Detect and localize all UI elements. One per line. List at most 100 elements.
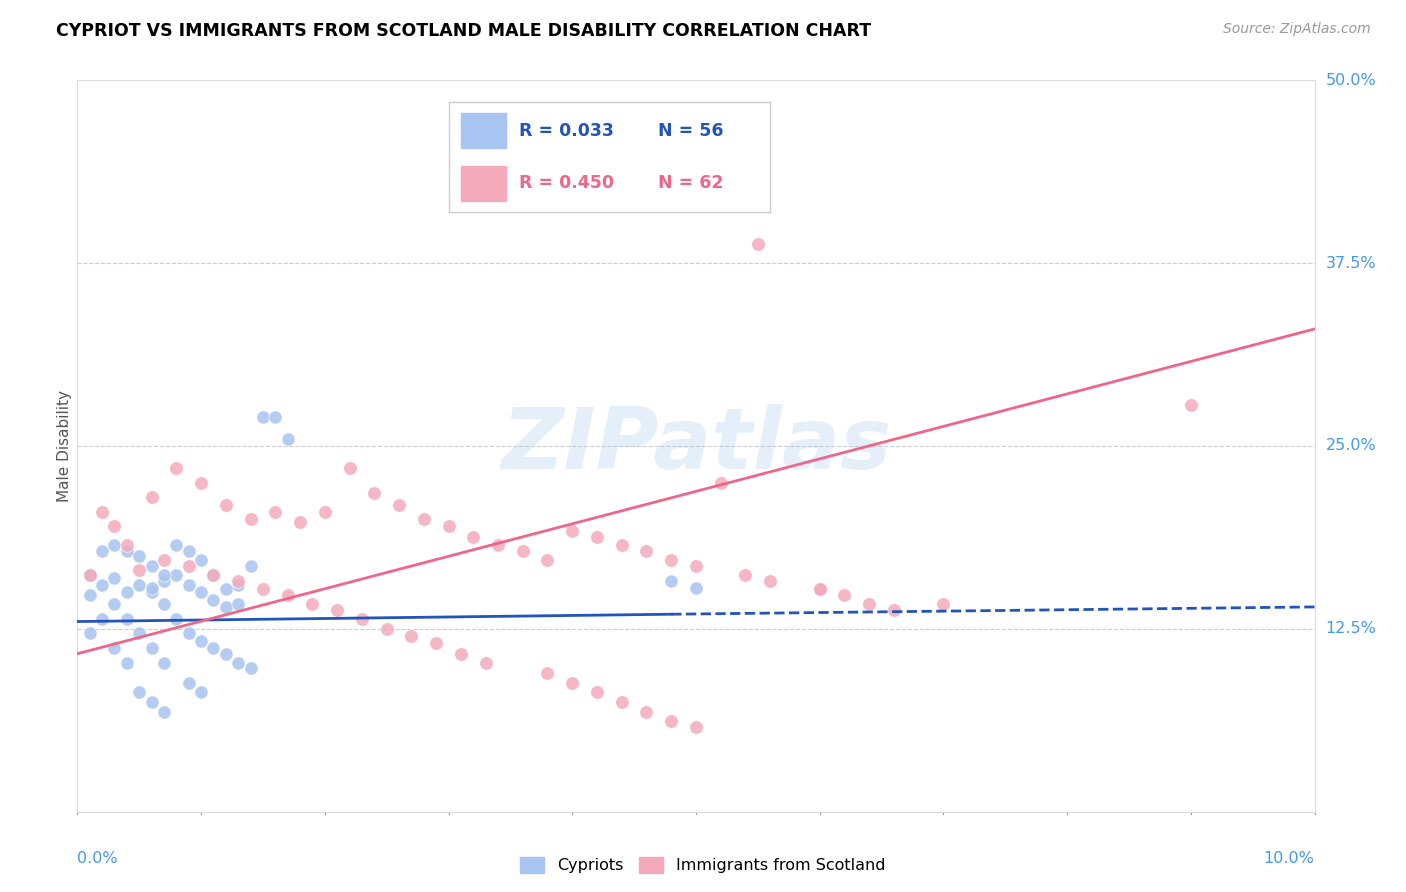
Point bbox=[277, 588, 299, 602]
Point bbox=[115, 656, 138, 670]
Point bbox=[141, 640, 163, 655]
Point bbox=[1180, 398, 1202, 412]
Point bbox=[375, 622, 398, 636]
Point bbox=[339, 461, 361, 475]
Point bbox=[536, 553, 558, 567]
Point bbox=[202, 592, 225, 607]
Point bbox=[388, 498, 411, 512]
Text: R = 0.450: R = 0.450 bbox=[519, 175, 614, 193]
Point bbox=[190, 633, 212, 648]
Point bbox=[239, 661, 262, 675]
Point bbox=[165, 539, 187, 553]
Bar bbox=[461, 166, 506, 201]
Text: 50.0%: 50.0% bbox=[1326, 73, 1376, 87]
Point bbox=[277, 432, 299, 446]
Point bbox=[437, 519, 460, 533]
Point bbox=[239, 558, 262, 573]
Point bbox=[685, 558, 707, 573]
Point bbox=[252, 409, 274, 424]
Point bbox=[128, 578, 150, 592]
Point bbox=[128, 685, 150, 699]
Point bbox=[685, 581, 707, 595]
Y-axis label: Male Disability: Male Disability bbox=[56, 390, 72, 502]
Point bbox=[153, 597, 176, 611]
Point bbox=[636, 544, 658, 558]
Point bbox=[252, 582, 274, 597]
Point bbox=[474, 656, 496, 670]
Text: N = 62: N = 62 bbox=[658, 175, 723, 193]
Point bbox=[659, 574, 682, 588]
Point bbox=[226, 574, 249, 588]
Text: Source: ZipAtlas.com: Source: ZipAtlas.com bbox=[1223, 22, 1371, 37]
Point bbox=[215, 498, 238, 512]
Point bbox=[883, 603, 905, 617]
Point bbox=[659, 714, 682, 728]
Point bbox=[808, 582, 831, 597]
Point bbox=[115, 585, 138, 599]
Point bbox=[685, 720, 707, 734]
Point bbox=[91, 612, 114, 626]
Text: ZIPatlas: ZIPatlas bbox=[501, 404, 891, 488]
Point bbox=[115, 544, 138, 558]
Text: R = 0.033: R = 0.033 bbox=[519, 121, 614, 140]
Point bbox=[226, 656, 249, 670]
Point bbox=[486, 539, 509, 553]
Point bbox=[710, 475, 733, 490]
Point bbox=[834, 588, 856, 602]
Point bbox=[463, 530, 485, 544]
Point bbox=[141, 585, 163, 599]
Point bbox=[512, 544, 534, 558]
Point bbox=[499, 146, 522, 161]
Point bbox=[202, 567, 225, 582]
Point bbox=[103, 539, 125, 553]
Point bbox=[734, 567, 756, 582]
Point bbox=[177, 626, 200, 640]
Point bbox=[215, 582, 238, 597]
Point bbox=[239, 512, 262, 526]
Point bbox=[659, 553, 682, 567]
Point bbox=[586, 530, 609, 544]
Point bbox=[103, 597, 125, 611]
Text: 25.0%: 25.0% bbox=[1326, 439, 1376, 453]
Point bbox=[141, 581, 163, 595]
Point bbox=[190, 685, 212, 699]
Text: CYPRIOT VS IMMIGRANTS FROM SCOTLAND MALE DISABILITY CORRELATION CHART: CYPRIOT VS IMMIGRANTS FROM SCOTLAND MALE… bbox=[56, 22, 872, 40]
Point bbox=[79, 626, 101, 640]
Point bbox=[177, 544, 200, 558]
Point bbox=[202, 640, 225, 655]
Point bbox=[288, 515, 311, 529]
Point bbox=[165, 612, 187, 626]
Point bbox=[412, 512, 434, 526]
Point bbox=[314, 505, 336, 519]
Point bbox=[215, 599, 238, 614]
Point bbox=[91, 544, 114, 558]
Point bbox=[226, 578, 249, 592]
Point bbox=[561, 676, 583, 690]
Point bbox=[536, 665, 558, 680]
Point bbox=[190, 475, 212, 490]
Point bbox=[153, 705, 176, 719]
Point bbox=[610, 695, 633, 709]
Point bbox=[264, 409, 287, 424]
Point bbox=[141, 695, 163, 709]
Text: 10.0%: 10.0% bbox=[1264, 851, 1315, 865]
Point bbox=[350, 612, 373, 626]
Point bbox=[747, 237, 769, 252]
Point bbox=[177, 676, 200, 690]
Point bbox=[177, 558, 200, 573]
Point bbox=[153, 656, 176, 670]
Point bbox=[363, 485, 385, 500]
Point bbox=[636, 705, 658, 719]
Point bbox=[165, 567, 187, 582]
Point bbox=[128, 563, 150, 577]
Text: N = 56: N = 56 bbox=[658, 121, 723, 140]
Point bbox=[215, 647, 238, 661]
Point bbox=[759, 574, 782, 588]
Point bbox=[103, 519, 125, 533]
Point bbox=[79, 567, 101, 582]
Bar bbox=[461, 113, 506, 148]
Point bbox=[165, 461, 187, 475]
Point bbox=[264, 505, 287, 519]
Point bbox=[202, 567, 225, 582]
Point bbox=[177, 578, 200, 592]
